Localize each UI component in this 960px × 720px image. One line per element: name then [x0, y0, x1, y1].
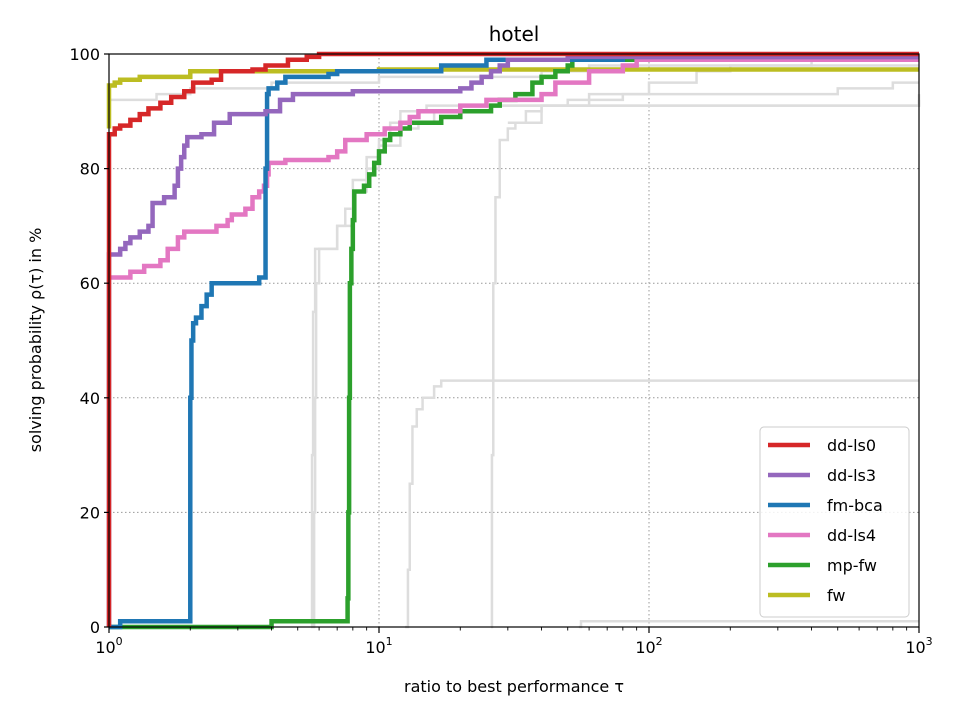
plot-frame	[108, 53, 920, 628]
y-tick-label: 80	[80, 160, 100, 179]
x-tick-label: 100	[95, 635, 122, 657]
series-line-dd-ls4	[109, 57, 919, 280]
x-tick-label: 103	[905, 635, 932, 657]
grid	[109, 54, 919, 627]
y-axis-label: solving probability ρ(τ) in %	[26, 228, 45, 453]
series-line-mp-fw	[109, 54, 919, 630]
x-tick-label: 102	[635, 635, 662, 657]
series-line-dd-ls0	[106, 51, 919, 627]
legend-label-fm-bca: fm-bca	[827, 496, 883, 515]
y-tick-label: 0	[90, 618, 100, 637]
x-tick-label: 101	[365, 635, 392, 657]
legend-label-dd-ls3: dd-ls3	[827, 466, 876, 485]
series-lines	[106, 51, 919, 630]
chart-title: hotel	[489, 22, 540, 46]
legend-label-dd-ls0: dd-ls0	[827, 436, 876, 455]
background-series-line	[312, 94, 921, 629]
background-lines	[109, 58, 921, 629]
legend-label-fw: fw	[827, 586, 845, 605]
x-axis-label: ratio to best performance τ	[404, 677, 624, 696]
legend-label-dd-ls4: dd-ls4	[827, 526, 876, 545]
legend-label-mp-fw: mp-fw	[827, 556, 877, 575]
series-line-fm-bca	[109, 54, 919, 630]
background-series-line	[507, 58, 919, 125]
background-series-line	[405, 379, 919, 629]
y-tick-label: 100	[69, 45, 100, 64]
axis-ticks: 0 20 40 60 80 100 100 101 102 103	[69, 45, 932, 657]
legend: dd-ls0 dd-ls3 fm-bca dd-ls4 mp-fw fw	[759, 426, 910, 618]
y-tick-label: 60	[80, 274, 100, 293]
series-line-dd-ls3	[106, 54, 919, 627]
y-tick-label: 20	[80, 503, 100, 522]
y-tick-label: 40	[80, 389, 100, 408]
